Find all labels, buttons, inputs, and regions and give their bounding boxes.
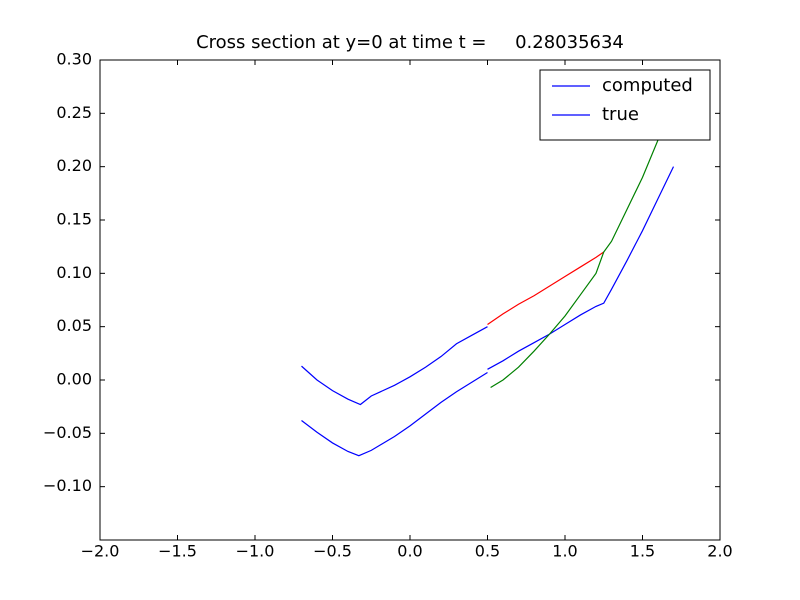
y-tick-label: 0.20: [56, 156, 92, 175]
y-tick-label: −0.05: [43, 423, 92, 442]
series-line: [301, 326, 488, 406]
x-tick-label: 2.0: [707, 542, 732, 561]
legend-label: computed: [602, 75, 693, 96]
x-tick-label: 1.5: [630, 542, 655, 561]
y-tick-label: 0.25: [56, 103, 92, 122]
x-tick-label: −1.0: [236, 542, 275, 561]
plot-frame: [99, 59, 721, 541]
x-tick-label: −1.5: [158, 542, 197, 561]
x-tick-label: 0.0: [397, 542, 422, 561]
y-tick-label: 0.15: [56, 210, 92, 229]
series-line: [490, 123, 667, 388]
y-tick-label: 0.05: [56, 316, 92, 335]
x-tick-label: −2.0: [81, 542, 120, 561]
y-tick-label: 0.10: [56, 263, 92, 282]
x-tick-label: 0.5: [475, 542, 500, 561]
series-line: [301, 166, 675, 457]
legend-label: true: [602, 104, 639, 125]
series-line: [487, 251, 605, 326]
legend-box: [539, 69, 711, 141]
x-tick-label: 1.0: [552, 542, 577, 561]
chart-title: Cross section at y=0 at time t = 0.28035…: [196, 32, 624, 53]
y-tick-label: 0.00: [56, 370, 92, 389]
x-tick-label: −0.5: [313, 542, 352, 561]
y-tick-label: −0.10: [43, 476, 92, 495]
y-tick-label: 0.30: [56, 50, 92, 69]
